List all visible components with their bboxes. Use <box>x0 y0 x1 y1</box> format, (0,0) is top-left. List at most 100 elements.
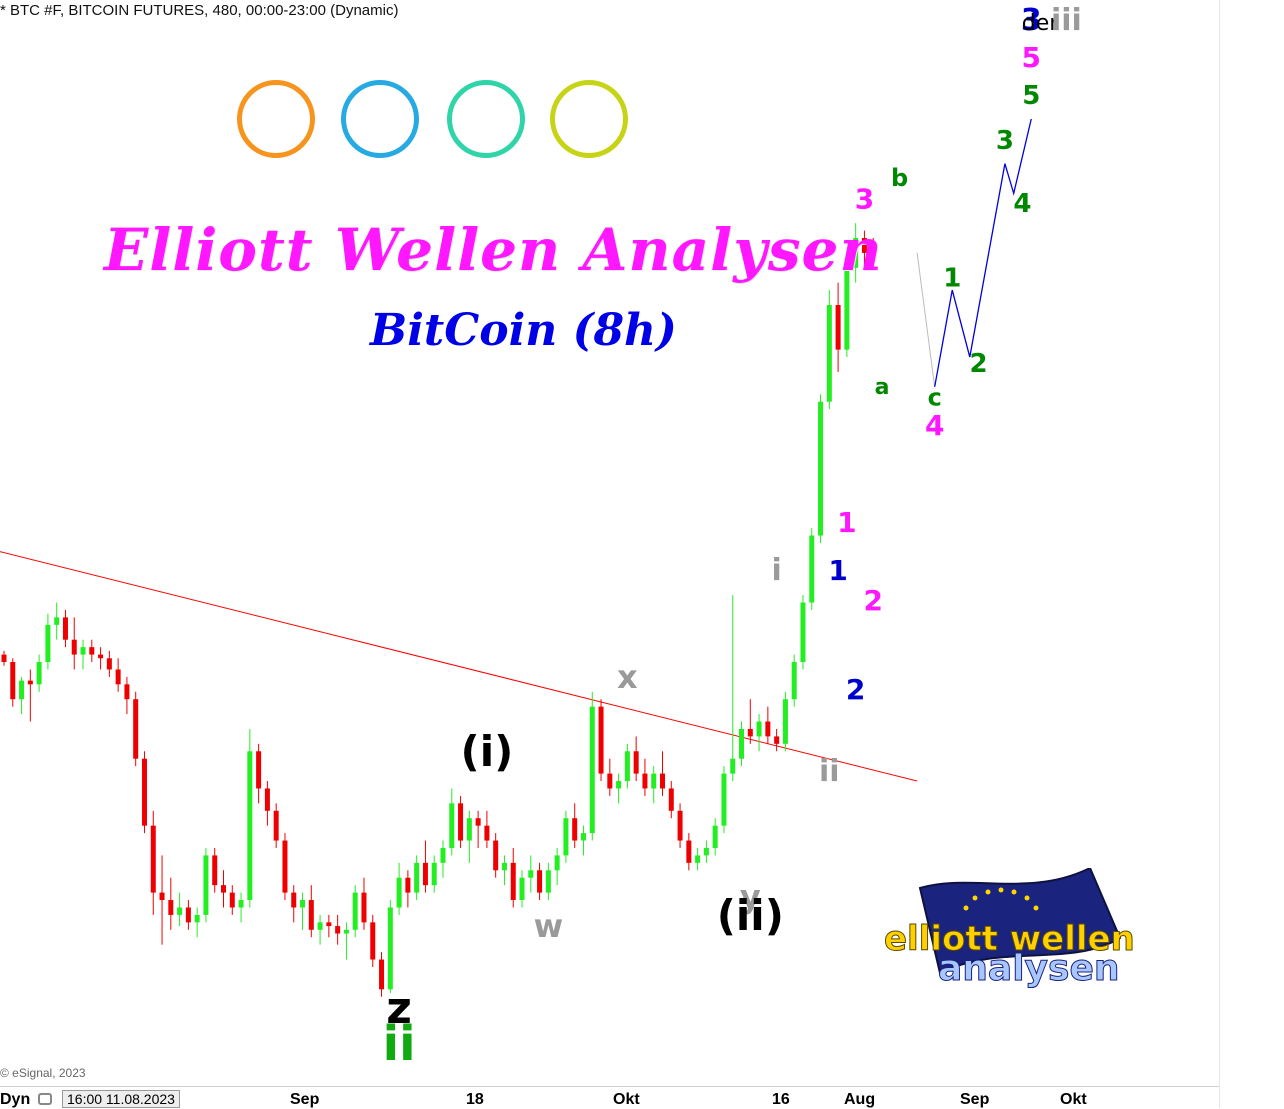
candle-body <box>554 855 560 871</box>
candle-body <box>273 810 279 841</box>
candle-body <box>703 847 709 856</box>
candle-body <box>651 773 657 789</box>
wave-label: w <box>534 907 564 945</box>
candle-body <box>98 654 104 659</box>
candle-body <box>10 662 16 700</box>
ewc-badge[interactable]: EWC <box>550 80 628 158</box>
ewt-badge[interactable]: EWT <box>237 80 315 158</box>
candle-body <box>185 907 191 923</box>
wave-label: (i) <box>461 727 514 776</box>
candle-body <box>168 900 174 915</box>
candle-body <box>791 662 797 700</box>
candle-body <box>484 825 490 841</box>
candle-body <box>809 535 815 603</box>
candle-body <box>229 892 235 908</box>
wave-label: 1 <box>837 506 856 539</box>
candle-body <box>115 669 121 685</box>
candle-body <box>721 773 727 826</box>
candle-body <box>747 728 753 737</box>
candle-body <box>633 751 639 774</box>
candle-body <box>449 803 455 848</box>
candle-body <box>818 401 824 536</box>
candle-body <box>545 870 551 893</box>
candle-body <box>264 788 270 811</box>
candle-body <box>238 900 244 908</box>
candle-body <box>826 304 832 402</box>
candle-body <box>431 862 437 886</box>
time-axis[interactable]: Dyn 16:00 11.08.2023 Sep 18 Okt 16 Aug S… <box>0 1086 1219 1109</box>
candle-body <box>1 654 7 663</box>
wave-label: 3 <box>996 126 1014 156</box>
ice-badge[interactable]: ICE <box>447 80 525 158</box>
candle-body <box>194 914 200 923</box>
candle-body <box>475 818 481 826</box>
candle-body <box>221 885 226 893</box>
wave-label: x <box>617 658 638 696</box>
ice-badge-label: ICE <box>464 103 511 136</box>
time-tick: 18 <box>466 1091 484 1108</box>
lock-icon[interactable] <box>38 1093 52 1105</box>
wave-label: 2 <box>863 584 882 617</box>
candle-body <box>589 706 595 834</box>
candle-body <box>247 751 253 901</box>
wave-label: c <box>928 383 942 411</box>
candle-body <box>343 929 349 934</box>
candle-body <box>124 684 130 700</box>
candle-body <box>335 926 341 934</box>
wave-label: y <box>740 877 761 915</box>
projection-connector <box>916 252 936 387</box>
candle-body <box>80 647 86 655</box>
chart-header: * BTC #F, BITCOIN FUTURES, 480, 00:00-23… <box>0 2 399 19</box>
wave-label: z <box>386 983 412 1034</box>
ewa-badge[interactable]: EWA <box>341 80 419 158</box>
candle-body <box>739 728 745 759</box>
candle-body <box>440 847 446 863</box>
candle-body <box>782 699 788 744</box>
time-tick: Okt <box>613 1091 640 1108</box>
candle-body <box>756 721 762 737</box>
candle-body <box>141 758 147 826</box>
candle-body <box>800 602 806 663</box>
candle-body <box>396 877 402 908</box>
elliott-wellen-logo: elliott wellen analysen <box>884 868 1135 990</box>
candle-body <box>291 892 297 908</box>
wave-label: 3 <box>855 182 874 215</box>
logo-line1: elliott wellen <box>884 919 1135 959</box>
time-tick: Sep <box>960 1091 990 1108</box>
candle-body <box>159 892 165 901</box>
copyright-text: © eSignal, 2023 <box>0 1066 86 1080</box>
ewa-badge-label: EWA <box>358 103 405 136</box>
wave-label: 1 <box>828 554 847 587</box>
candle-body <box>150 825 156 893</box>
candle-body <box>528 870 534 878</box>
candle-body <box>177 907 183 915</box>
wave-label: ii <box>819 754 840 789</box>
wave-label: 4 <box>1013 189 1031 219</box>
wave-label: 2 <box>846 673 865 706</box>
ewc-badge-label: EWC <box>567 103 614 136</box>
candle-body <box>317 922 323 930</box>
candle-body <box>352 892 358 930</box>
candle-body <box>624 751 630 782</box>
time-tick: Aug <box>844 1091 876 1108</box>
wave-label: 1 <box>943 263 961 293</box>
dyn-label: Dyn <box>0 1091 31 1108</box>
candle-body <box>835 304 841 350</box>
price-axis[interactable] <box>1219 0 1284 1108</box>
candle-body <box>730 758 736 774</box>
candle-body <box>660 773 665 789</box>
candle-body <box>598 706 604 774</box>
wave-label: b <box>891 164 908 192</box>
wave-label: 3 <box>1021 3 1042 38</box>
candle-body <box>36 662 42 685</box>
candle-body <box>537 870 543 893</box>
candle-body <box>616 781 622 789</box>
candle-body <box>712 825 718 848</box>
candle-body <box>642 773 648 789</box>
candle-body <box>326 922 332 927</box>
candle-body <box>19 680 25 700</box>
wave-label: 2 <box>970 349 988 379</box>
candle-body <box>282 840 288 893</box>
candle-body <box>203 855 209 915</box>
page-subtitle: BitCoin (8h) <box>370 305 677 356</box>
